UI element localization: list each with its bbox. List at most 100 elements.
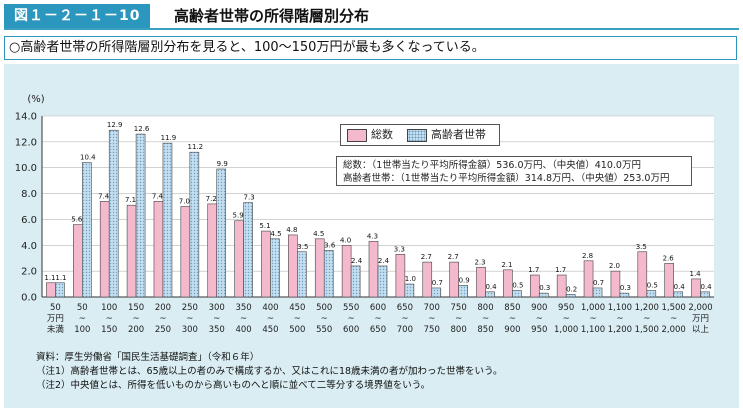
bar-elderly	[565, 294, 576, 298]
bar-total	[583, 260, 594, 298]
chart-panel: 0.0 2.0 4.0 6.0 8.0 10.0 12.0 14.0 (%) 1.1 1.1 50 万円…	[4, 64, 739, 408]
x-tick-label: 700	[397, 325, 413, 335]
bar-elderly	[82, 162, 92, 298]
data-label-total: 2.7	[448, 253, 459, 261]
bar-total	[288, 234, 298, 298]
x-tick-label: 900	[504, 325, 520, 335]
y-tick-label: 0.0	[21, 293, 37, 304]
x-tick-label: ~	[348, 314, 355, 324]
data-label-elderly: 3.6	[324, 241, 336, 249]
y-tick-label: 6.0	[21, 215, 37, 226]
bar-elderly	[646, 290, 657, 298]
x-tick-label: 300	[209, 303, 225, 313]
data-label-elderly: 3.5	[297, 243, 308, 251]
x-tick-label: ~	[428, 314, 435, 324]
data-label-elderly: 0.4	[674, 283, 686, 291]
data-label-total: 5.9	[233, 212, 244, 220]
bar-total	[637, 251, 648, 298]
bar-elderly	[270, 238, 280, 298]
data-label-elderly: 0.5	[647, 282, 658, 290]
data-label-elderly: 2.4	[378, 257, 390, 265]
y-tick-label: 4.0	[21, 241, 37, 252]
x-tick-label: 850	[477, 325, 493, 335]
x-tick-label: ~	[267, 314, 274, 324]
bar-elderly	[162, 142, 173, 298]
x-tick-label: ~	[401, 314, 408, 324]
x-tick-label: ~	[670, 314, 677, 324]
data-label-elderly: 11.2	[188, 143, 204, 151]
data-label-total: 3.3	[394, 245, 405, 253]
data-label-elderly: 1.1	[55, 274, 66, 282]
y-tick-label: 10.0	[15, 163, 37, 174]
x-tick-label: 250	[182, 303, 198, 313]
x-tick-label: 2,000	[662, 325, 686, 335]
x-tick-label: 1,100	[608, 303, 632, 313]
y-tick-label: 2.0	[21, 267, 37, 278]
chart-legend: 総数 高齢者世帯	[340, 124, 500, 146]
data-label-elderly: 0.4	[485, 283, 497, 291]
note-2: （注2）中央値とは、所得を低いものから高いものへと順に並べて二等分する境界値をい…	[36, 380, 431, 391]
data-label-total: 5.1	[259, 222, 270, 230]
figure-header: 図１－２－１－10 高齢者世帯の所得階層別分布	[4, 4, 739, 30]
x-tick-label: 2,000	[688, 303, 712, 313]
data-label-total: 7.4	[98, 192, 110, 200]
x-tick-label: ~	[455, 314, 462, 324]
x-tick-label: ~	[536, 314, 543, 324]
x-tick-label: 1,000	[554, 325, 578, 335]
x-tick-label: 500	[316, 303, 332, 313]
bar-elderly	[216, 168, 227, 298]
x-tick-label: ~	[643, 314, 650, 324]
bar-elderly	[458, 285, 468, 298]
bar-elderly	[673, 291, 683, 298]
data-label-total: 2.6	[663, 254, 675, 262]
data-label-elderly: 0.7	[593, 279, 604, 287]
bar-chart: 0.02.04.06.08.010.012.014.0(%)1.1 1.150万円…	[15, 94, 714, 335]
x-tick-label: 550	[343, 303, 359, 313]
data-label-total: 1.4	[689, 270, 701, 278]
x-tick-label: 300	[182, 325, 198, 335]
data-label-total: 4.5	[313, 230, 324, 238]
bar-total	[664, 263, 674, 298]
x-tick-label: 万円	[692, 314, 709, 324]
bar-elderly	[485, 291, 495, 298]
data-label-elderly: 9.9	[217, 160, 228, 168]
legend-label-total: 総数	[371, 128, 393, 141]
note-1: （注1）高齢者世帯とは、65歳以上の者のみで構成するか、又はこれに18歳未満の者…	[36, 366, 503, 377]
x-tick-label: 350	[209, 325, 225, 335]
bar-elderly	[297, 251, 307, 298]
data-label-elderly: 4.5	[270, 230, 281, 238]
x-tick-label: 100	[101, 303, 117, 313]
bar-total	[368, 241, 379, 298]
x-tick-label: 150	[101, 325, 117, 335]
x-tick-label: 550	[316, 325, 332, 335]
bar-total	[314, 238, 325, 298]
x-tick-label: ~	[509, 314, 516, 324]
bar-elderly	[592, 287, 603, 298]
x-tick-label: 800	[451, 325, 467, 335]
data-label-total: 7.1	[125, 196, 136, 204]
y-tick-label: 8.0	[21, 189, 37, 200]
data-label-elderly: 0.9	[459, 276, 470, 284]
x-tick-label: 以上	[692, 325, 710, 335]
data-label-elderly: 1.0	[405, 275, 416, 283]
y-axis-label: (%)	[27, 94, 44, 105]
x-tick-label: 200	[155, 303, 171, 313]
bar-total	[73, 224, 83, 298]
x-tick-label: 1,500	[635, 325, 659, 335]
bar-elderly	[243, 202, 253, 298]
bar-total	[476, 266, 486, 298]
x-tick-label: 700	[424, 303, 440, 313]
bar-total	[126, 204, 137, 298]
bar-total	[99, 201, 110, 298]
x-tick-label: 50	[77, 303, 88, 313]
data-label-elderly: 10.4	[80, 154, 96, 162]
data-label-elderly: 0.3	[539, 284, 550, 292]
x-tick-label: 950	[558, 303, 574, 313]
x-tick-label: ~	[159, 314, 166, 324]
x-tick-label: ~	[133, 314, 140, 324]
figure-number: 図１－２－１－10	[4, 4, 151, 28]
x-tick-label: 400	[262, 303, 278, 313]
bar-elderly	[512, 290, 522, 298]
bar-total	[153, 201, 164, 298]
legend-swatch-elderly	[407, 129, 427, 142]
